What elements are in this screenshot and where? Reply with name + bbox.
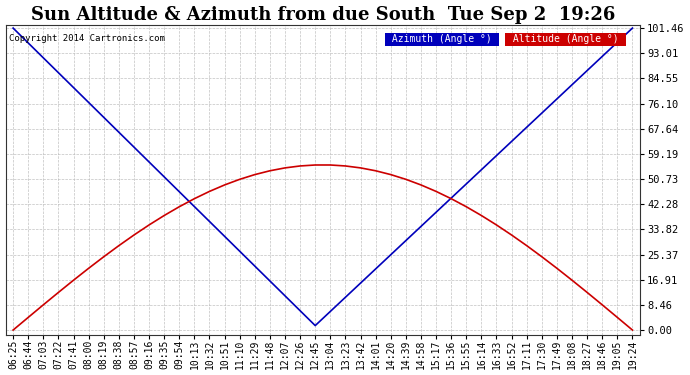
Text: Azimuth (Angle °): Azimuth (Angle °) [386,34,498,44]
Text: Altitude (Angle °): Altitude (Angle °) [506,34,624,44]
Text: Copyright 2014 Cartronics.com: Copyright 2014 Cartronics.com [9,34,165,44]
Title: Sun Altitude & Azimuth from due South  Tue Sep 2  19:26: Sun Altitude & Azimuth from due South Tu… [30,6,615,24]
